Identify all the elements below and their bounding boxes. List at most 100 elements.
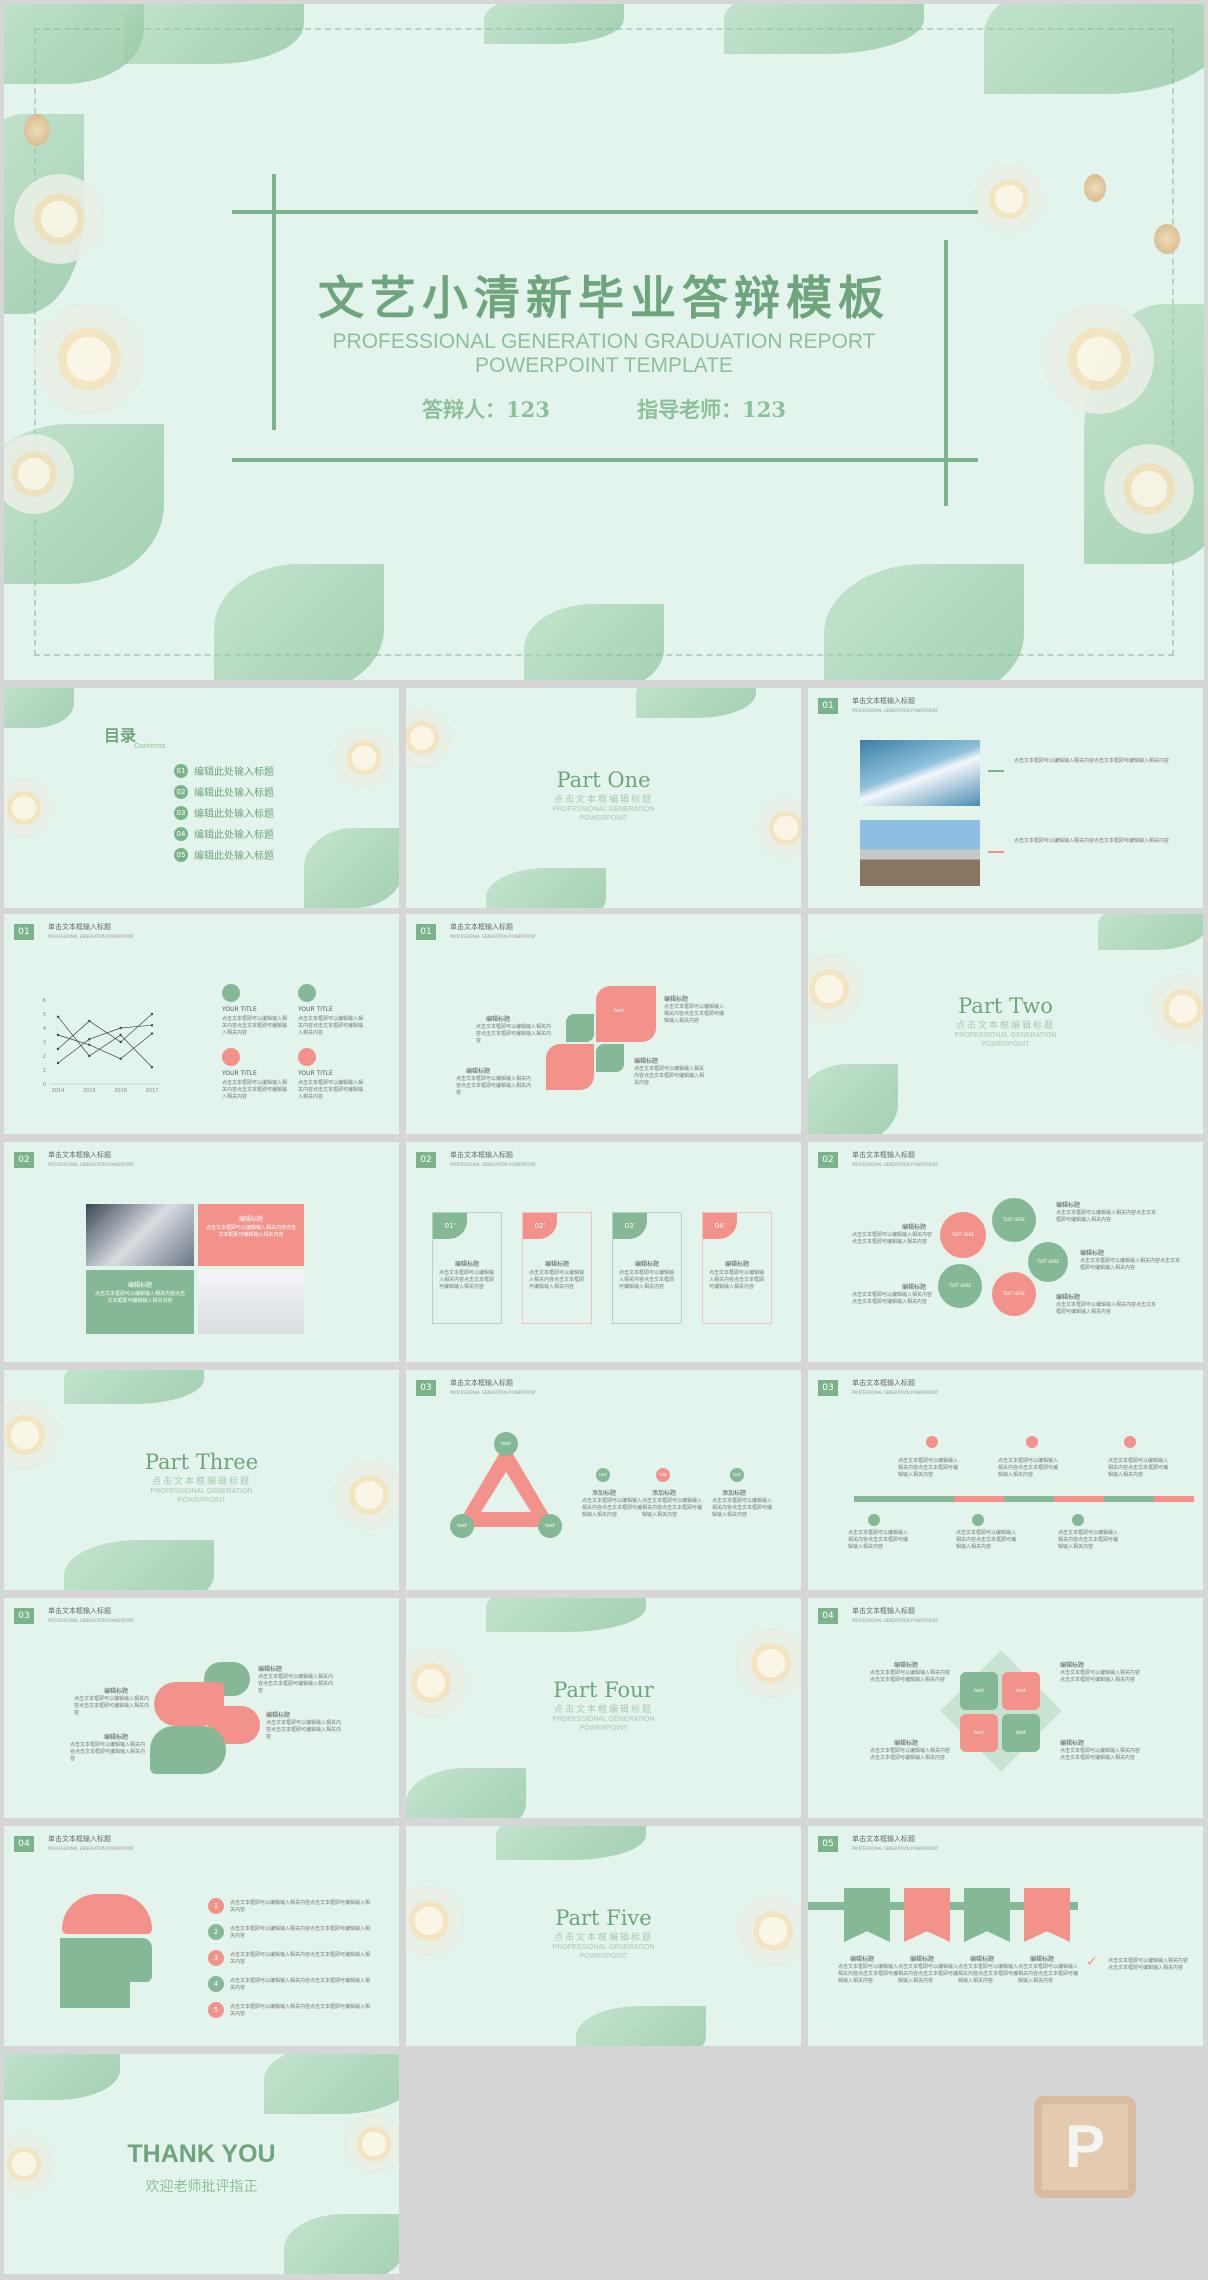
data-point <box>150 1066 154 1069</box>
watermark-letter: P <box>1064 2113 1106 2180</box>
slide-03-timeline[interactable]: 03 单击文本框输入标题 PROFESSIONAL GENERATION POW… <box>808 1370 1203 1590</box>
toc-label: 编辑此处输入标题 <box>194 830 274 841</box>
block-small <box>596 1044 624 1072</box>
card: 04' 编辑标题 点击文本框即可以编辑输入相关内容点击文本框即可编辑输入相关内容 <box>702 1212 772 1324</box>
toc-label: 编辑此处输入标题 <box>194 767 274 778</box>
bud-decoration <box>1154 224 1180 254</box>
flower-decoration <box>1104 444 1194 534</box>
slide-part-five[interactable]: Part Five 点击文本框编辑标题 PROFESSIONAL GENERAT… <box>406 1826 801 2046</box>
part-title: Part Two <box>958 994 1053 1018</box>
drop-shape <box>150 1726 226 1774</box>
part-english: PROFESSIONAL GENERATION <box>552 1944 655 1951</box>
leaf-decoration <box>304 828 399 908</box>
slide-01-chart[interactable]: 01 单击文本框输入标题 PROFESSIONAL GENERATION POW… <box>4 914 399 1134</box>
flower-decoration <box>406 1886 464 1956</box>
slide-header-title: 单击文本框输入标题 <box>48 1607 111 1615</box>
data-point <box>88 1019 91 1023</box>
slide-contents[interactable]: 目录 Contents 01 编辑此处输入标题 02 编辑此处输入标题 03 编辑此处… <box>4 688 399 908</box>
node-label: text <box>457 1523 467 1529</box>
main-title: 文艺小清新毕业答辩模板 <box>318 271 890 325</box>
toc-item[interactable]: 02 编辑此处输入标题 <box>174 781 274 799</box>
body-text: 点击文本框即可以编辑输入相关内容点击文本框即可编辑输入相关内容 <box>582 1498 643 1518</box>
list-number: 4 <box>208 1976 224 1992</box>
slide-03-shapes[interactable]: 03 单击文本框输入标题 PROFESSIONAL GENERATION POW… <box>4 1598 399 1818</box>
slide-thank-you[interactable]: THANK YOU 欢迎老师批评指正 <box>4 2054 399 2274</box>
thanks-subtitle: 欢迎老师批评指正 <box>145 2179 258 2195</box>
toc-number: 04 <box>174 826 188 841</box>
timeline-segment <box>1004 1496 1054 1502</box>
flower-decoration <box>334 728 394 788</box>
y-tick-label: 6 <box>43 998 46 1004</box>
slide-header-sub: PROFESSIONAL GENERATION POWERPOINT <box>852 1618 939 1623</box>
body-text: 点击文本框即可以编辑输入相关内容点击文本框即可编辑输入相关内容 <box>1060 1748 1141 1761</box>
slide-part-four[interactable]: Part Four 点击文本框编辑标题 PROFESSIONAL GENERAT… <box>406 1598 801 1818</box>
block-label: text <box>614 1008 624 1014</box>
cell-label: text <box>1016 1730 1026 1736</box>
slide-header-title: 单击文本框输入标题 <box>852 1379 915 1387</box>
slide-05-banners[interactable]: 05 单击文本框输入标题 PROFESSIONAL GENERATION POW… <box>808 1826 1203 2046</box>
slide-02-photos[interactable]: 02 单击文本框输入标题 PROFESSIONAL GENERATION POW… <box>4 1142 399 1362</box>
data-point <box>88 1038 91 1041</box>
frame-line-top <box>232 210 978 214</box>
y-tick-label: 0 <box>43 1082 46 1088</box>
data-point <box>88 1043 91 1046</box>
slide-02-bubbles[interactable]: 02 单击文本框输入标题 PROFESSIONAL GENERATION POW… <box>808 1142 1203 1362</box>
english-title: PROFESSIONAL GENERATION GRADUATION REPOR… <box>4 330 1204 378</box>
slide-04-puzzle-head[interactable]: 04 单击文本框输入标题 PROFESSIONAL GENERATION POW… <box>4 1826 399 2046</box>
panel-text: 点击文本框即可以编辑输入相关内容点击文本框即可编辑输入相关内容 <box>94 1291 185 1304</box>
leaf-decoration <box>486 1598 646 1632</box>
timeline-segment <box>1104 1496 1154 1502</box>
title-slide[interactable]: 文艺小清新毕业答辩模板 PROFESSIONAL GENERATION GRAD… <box>4 4 1204 680</box>
slide-03-triangle[interactable]: 03 单击文本框输入标题 PROFESSIONAL GENERATION POW… <box>406 1370 801 1590</box>
leaf-decoration <box>214 564 384 680</box>
part-english: PROFESSIONAL GENERATION <box>150 1488 253 1495</box>
block-target <box>596 986 656 1042</box>
data-point <box>150 1032 154 1035</box>
chart-icon <box>222 984 240 1002</box>
item-title: 编辑标题 <box>1056 1202 1081 1209</box>
triangle-node: text <box>494 1432 518 1456</box>
frame-line-right <box>944 240 948 506</box>
toc-label: 编辑此处输入标题 <box>194 851 274 862</box>
bud-decoration <box>24 114 50 146</box>
leaf-decoration <box>496 1826 646 1860</box>
head-top <box>62 1894 152 1934</box>
slide-01-blocks[interactable]: 01 单击文本框输入标题 PROFESSIONAL GENERATION POW… <box>406 914 801 1134</box>
toc-item[interactable]: 04 编辑此处输入标题 <box>174 823 274 841</box>
card-number: 02' <box>523 1213 557 1239</box>
body-text: 点击文本框即可以编辑输入相关内容点击文本框即可编辑输入相关内容 <box>898 1964 959 1984</box>
node-label: text <box>545 1523 555 1529</box>
head-neck <box>60 1982 130 2008</box>
toc-item[interactable]: 03 编辑此处输入标题 <box>174 802 274 820</box>
part-english: POWERPOINT <box>177 1497 226 1504</box>
panel-title: 编辑标题 <box>127 1282 152 1289</box>
slide-part-two[interactable]: Part Two 点击文本框编辑标题 PROFESSIONAL GENERATI… <box>808 914 1203 1134</box>
card-text: 点击文本框即可以编辑输入相关内容点击文本框即可编辑输入相关内容 <box>619 1270 675 1290</box>
slide-02-cards[interactable]: 02 单击文本框输入标题 PROFESSIONAL GENERATION POW… <box>406 1142 801 1362</box>
part-subtitle: 点击文本框编辑标题 <box>151 1477 251 1487</box>
advisor-name: 指导老师：123 <box>637 397 786 422</box>
data-point <box>88 1054 91 1058</box>
leaf-decoration <box>486 868 606 908</box>
item-title: 编辑标题 <box>1056 1294 1081 1301</box>
slide-part-three[interactable]: Part Three 点击文本框编辑标题 PROFESSIONAL GENERA… <box>4 1370 399 1590</box>
toc-item[interactable]: 05 编辑此处输入标题 <box>174 844 274 862</box>
leaf-decoration <box>576 2006 706 2046</box>
slide-04-grid[interactable]: 04 单击文本框输入标题 PROFESSIONAL GENERATION POW… <box>808 1598 1203 1818</box>
part-heading: Part Two 点击文本框编辑标题 PROFESSIONAL GENERATI… <box>808 994 1203 1049</box>
toc-label: 编辑此处输入标题 <box>194 809 274 820</box>
list-text: 点击文本框即可以编辑输入相关内容点击文本框即可编辑输入相关内容 <box>230 1978 371 1991</box>
body-text: 点击文本框即可以编辑输入相关内容点击文本框即可编辑输入相关内容 <box>298 1080 364 1100</box>
item-title: 编辑标题 <box>104 1688 129 1695</box>
body-text: 点击文本框即可以编辑输入相关内容点击文本框即可编辑输入相关内容 <box>852 1232 933 1245</box>
cell-label: text <box>974 1730 984 1736</box>
body-text: 点击文本框即可以编辑输入相关内容点击文本框即可编辑输入相关内容 <box>1080 1258 1181 1271</box>
slide-01-images[interactable]: 01 单击文本框输入标题 PROFESSIONAL GENERATION POW… <box>808 688 1203 908</box>
item-title: YOUR TITLE <box>298 1070 333 1077</box>
slide-header-sub: PROFESSIONAL GENERATION POWERPOINT <box>852 1162 939 1167</box>
card: 03' 编辑标题 点击文本框即可以编辑输入相关内容点击文本框即可编辑输入相关内容 <box>612 1212 682 1324</box>
toc-item[interactable]: 01 编辑此处输入标题 <box>174 760 274 778</box>
slide-part-one[interactable]: Part One 点击文本框编辑标题 PROFESSIONAL GENERATI… <box>406 688 801 908</box>
flower-decoration <box>736 1628 801 1698</box>
data-point <box>119 1057 122 1060</box>
